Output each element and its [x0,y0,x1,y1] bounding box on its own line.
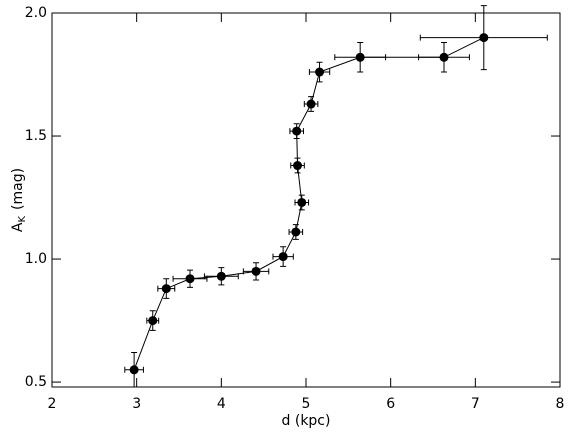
point [479,33,489,43]
connecting-line [133,37,485,370]
y-label-main: A [10,222,26,232]
x-tick-label: 7 [471,396,480,412]
y-label-unit: (mag) [10,168,26,210]
point [439,52,449,62]
x-tick-label: 3 [132,396,141,412]
point [315,67,325,77]
point [297,197,307,207]
point [306,99,316,109]
y-tick-label: 1.5 [25,128,47,144]
y-axis-label: AK (mag) [10,168,28,232]
x-axis-label: d (kpc) [282,413,331,429]
point [216,271,226,281]
point [251,266,261,276]
point [278,252,288,262]
point [293,161,303,171]
point [292,126,302,136]
point [148,316,158,326]
y-tick-label: 0.5 [25,374,47,390]
y-tick-label: 1.0 [25,251,47,267]
x-tick-label: 2 [48,396,57,412]
x-tick-label: 4 [217,396,226,412]
x-tick-label: 8 [556,396,565,412]
x-tick-label: 6 [386,396,395,412]
x-tick-label: 5 [302,396,311,412]
point [129,365,139,375]
point [185,274,195,284]
point [161,284,171,294]
point [355,52,365,62]
point [291,227,301,237]
y-tick-label: 2.0 [25,5,47,21]
y-label-sub: K [17,216,28,223]
